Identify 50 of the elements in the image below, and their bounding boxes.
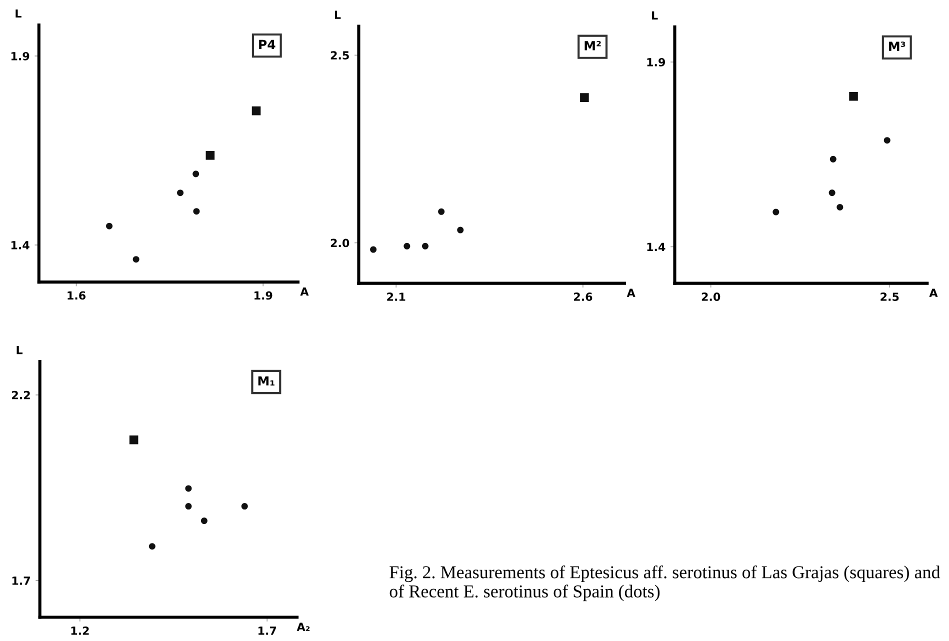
point bbox=[438, 208, 445, 215]
point bbox=[177, 190, 184, 196]
text: P4 bbox=[259, 40, 276, 50]
y-tick-label: 1.9 bbox=[11, 52, 30, 60]
point bbox=[370, 246, 377, 253]
text: M₁ bbox=[258, 376, 274, 386]
x-tick-label: 1.6 bbox=[68, 291, 86, 300]
point bbox=[252, 106, 261, 116]
point bbox=[206, 151, 215, 160]
x-axis-title: A bbox=[300, 288, 309, 296]
caption: Fig. 2. Measurements of Eptesicus aff. serotinus of Las Grajas (squares) and of Recent E. serotinus of Spain (dots) bbox=[390, 565, 940, 602]
point bbox=[241, 503, 248, 510]
point bbox=[192, 170, 200, 178]
point bbox=[129, 435, 138, 444]
x-tick-label: 1.9 bbox=[254, 291, 272, 300]
point bbox=[828, 190, 836, 196]
point bbox=[185, 485, 192, 492]
x-axis-title: A bbox=[626, 288, 636, 297]
point bbox=[422, 242, 429, 250]
point bbox=[132, 256, 140, 263]
y-axis-title: L bbox=[652, 11, 658, 20]
y-axis-title: L bbox=[16, 9, 22, 18]
x-tick-label: 2.5 bbox=[880, 292, 899, 301]
text: M² bbox=[584, 41, 601, 50]
text: M³ bbox=[889, 42, 906, 51]
x-tick-label: 2.1 bbox=[387, 292, 406, 301]
point bbox=[849, 92, 858, 101]
point bbox=[200, 518, 208, 524]
x-axis-title: A₂ bbox=[296, 622, 310, 631]
point bbox=[580, 93, 589, 102]
y-tick-label: 1.4 bbox=[647, 242, 666, 251]
point bbox=[836, 204, 844, 210]
y-axis-title: L bbox=[16, 346, 23, 354]
y-tick-label: 1.4 bbox=[11, 241, 30, 250]
x-axis-title: A bbox=[929, 288, 938, 297]
point bbox=[830, 156, 836, 162]
y-tick-label: 2.2 bbox=[12, 390, 30, 400]
x-tick-label: 2.0 bbox=[702, 292, 720, 301]
x-tick-label: 2.6 bbox=[574, 292, 592, 301]
point bbox=[148, 543, 156, 550]
point bbox=[185, 503, 192, 510]
point bbox=[193, 208, 200, 215]
point bbox=[884, 137, 890, 144]
point bbox=[106, 222, 113, 230]
point bbox=[404, 242, 410, 250]
point bbox=[457, 226, 464, 234]
point bbox=[772, 208, 780, 216]
x-tick-label: 1.2 bbox=[71, 626, 89, 635]
y-tick-label: 1.7 bbox=[12, 576, 30, 585]
y-axis-title: L bbox=[334, 10, 341, 19]
